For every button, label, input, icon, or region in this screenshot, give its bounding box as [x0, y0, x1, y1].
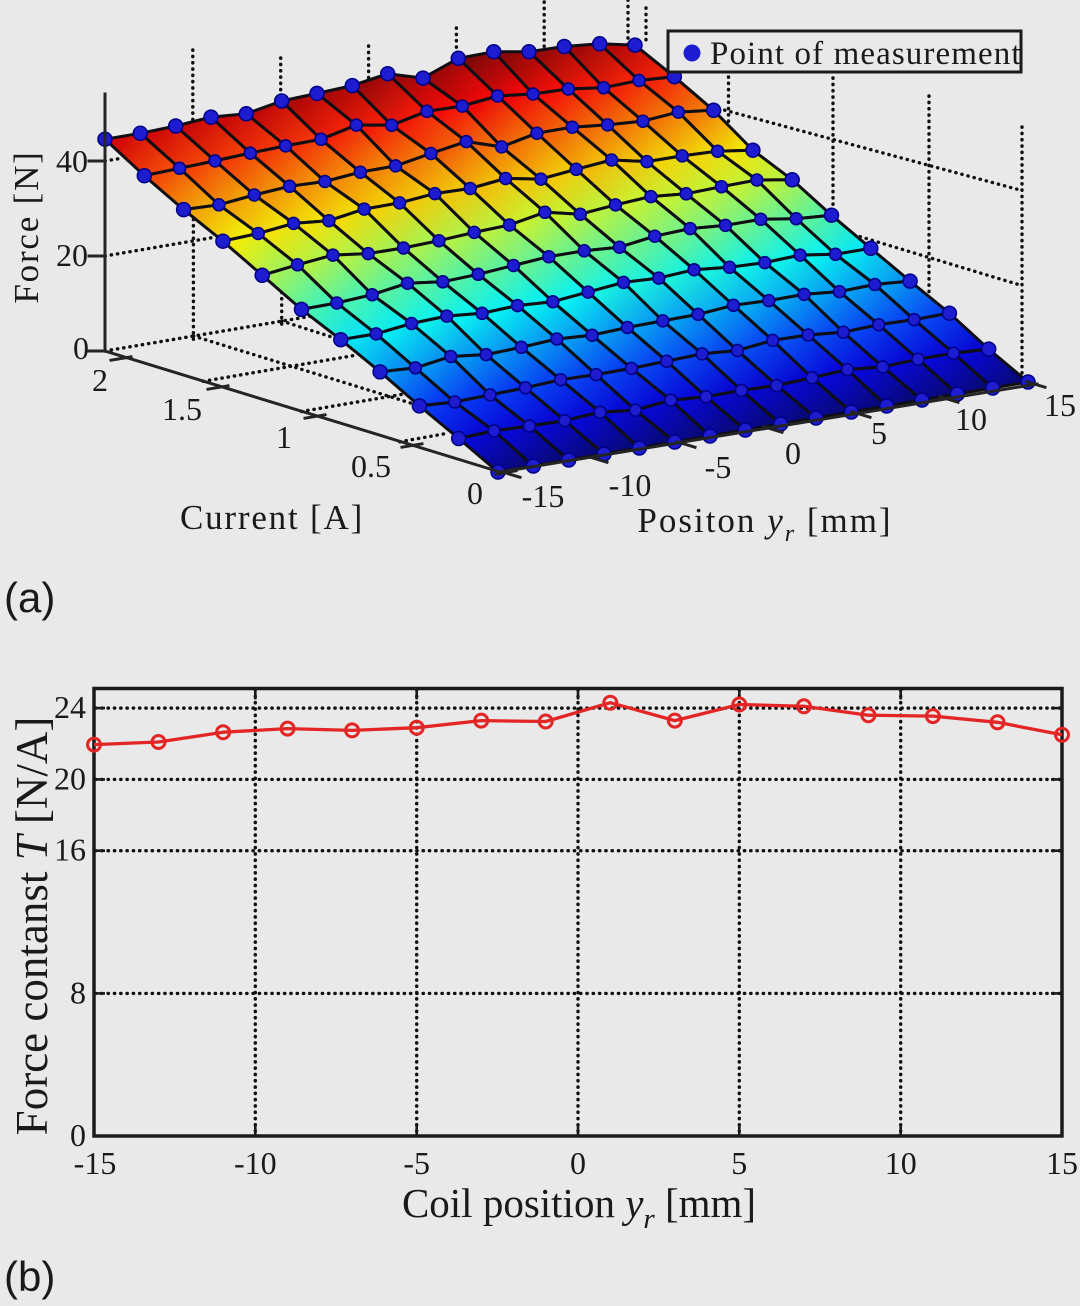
svg-text:-5: -5 [403, 1145, 430, 1181]
svg-text:Positon yr [mm]: Positon yr [mm] [637, 501, 892, 547]
svg-text:10: 10 [885, 1145, 917, 1181]
svg-text:(a): (a) [4, 574, 55, 621]
svg-text:5: 5 [731, 1145, 747, 1181]
svg-text:2: 2 [92, 362, 108, 398]
svg-text:15: 15 [1044, 387, 1076, 423]
svg-text:0: 0 [467, 475, 483, 511]
svg-text:16: 16 [54, 832, 86, 868]
svg-text:0: 0 [785, 435, 801, 471]
svg-text:0.5: 0.5 [351, 448, 391, 484]
svg-text:8: 8 [70, 974, 86, 1010]
svg-text:Current [A]: Current [A] [180, 498, 364, 537]
svg-text:(b): (b) [4, 1253, 55, 1300]
svg-text:-15: -15 [522, 478, 565, 514]
svg-text:15: 15 [1046, 1145, 1078, 1181]
svg-text:Force contanst T [N/A]: Force contanst T [N/A] [7, 717, 57, 1136]
svg-text:-10: -10 [234, 1145, 277, 1181]
svg-text:Coil position yr [mm]: Coil position yr [mm] [402, 1180, 756, 1235]
svg-text:10: 10 [955, 401, 987, 437]
svg-text:1: 1 [276, 419, 292, 455]
svg-text:-15: -15 [74, 1145, 117, 1181]
svg-text:0: 0 [570, 1145, 586, 1181]
svg-text:0: 0 [70, 1117, 86, 1153]
svg-text:-5: -5 [705, 449, 732, 485]
svg-text:0: 0 [73, 330, 89, 366]
svg-text:5: 5 [871, 415, 887, 451]
svg-text:20: 20 [56, 237, 88, 273]
svg-text:20: 20 [54, 760, 86, 796]
svg-text:24: 24 [54, 689, 86, 725]
svg-text:Point of measurement: Point of measurement [710, 36, 1022, 72]
svg-text:-10: -10 [609, 467, 652, 503]
svg-text:40: 40 [56, 143, 88, 179]
svg-text:Force [N]: Force [N] [7, 150, 46, 303]
svg-text:1.5: 1.5 [162, 391, 202, 427]
